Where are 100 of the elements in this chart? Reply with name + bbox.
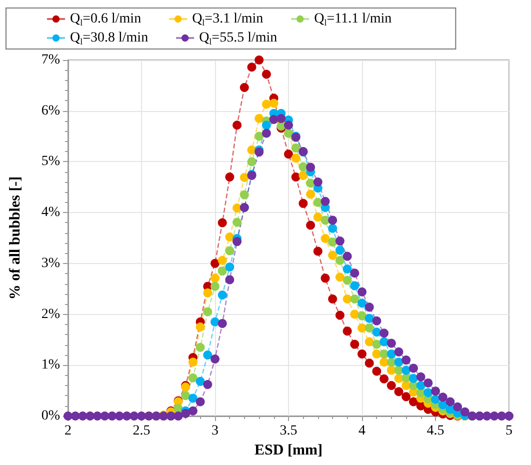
- point: [386, 380, 396, 390]
- point: [364, 314, 374, 323]
- point: [254, 132, 264, 141]
- point: [350, 294, 360, 304]
- point: [196, 342, 205, 352]
- point: [232, 120, 242, 130]
- point: [254, 56, 264, 64]
- point: [225, 262, 234, 272]
- x-tick-label: 4.5: [426, 424, 444, 438]
- point: [188, 358, 198, 367]
- point: [240, 82, 249, 92]
- y-tick-label: 7%: [41, 52, 60, 68]
- point: [394, 387, 404, 396]
- point: [247, 157, 256, 166]
- x-tick-label: 2: [64, 424, 72, 438]
- point: [240, 190, 249, 200]
- point: [394, 358, 404, 367]
- point: [203, 307, 212, 316]
- point: [225, 172, 234, 182]
- point: [364, 337, 374, 346]
- y-tick-label: 3%: [41, 256, 60, 271]
- point: [408, 397, 418, 406]
- point: [291, 172, 300, 182]
- point: [225, 246, 234, 256]
- point: [298, 170, 308, 180]
- point: [196, 376, 205, 386]
- y-tick-label: 1%: [41, 358, 60, 373]
- point: [306, 190, 316, 199]
- point: [358, 349, 366, 358]
- point: [313, 246, 322, 256]
- point: [386, 349, 396, 358]
- point: [269, 98, 278, 108]
- point: [203, 288, 212, 298]
- point: [225, 232, 234, 242]
- x-tick-label: 5: [506, 424, 512, 438]
- point: [350, 340, 360, 349]
- point: [350, 281, 360, 290]
- y-tick-label: 2%: [41, 306, 60, 322]
- point: [350, 310, 360, 319]
- point: [232, 218, 242, 227]
- point: [313, 212, 322, 222]
- point: [218, 218, 227, 228]
- point: [372, 340, 382, 349]
- x-tick-label: 3: [212, 424, 218, 438]
- point: [380, 349, 389, 358]
- point: [284, 150, 293, 159]
- point: [210, 274, 220, 283]
- point: [364, 358, 374, 368]
- point: [188, 394, 198, 403]
- point: [342, 326, 352, 336]
- point: [210, 258, 220, 268]
- point: [232, 203, 242, 212]
- point: [240, 172, 249, 182]
- point: [364, 324, 374, 333]
- point: [358, 311, 366, 320]
- point: [358, 324, 366, 333]
- point: [247, 62, 256, 72]
- point: [262, 120, 271, 130]
- point: [203, 350, 212, 360]
- point: [291, 154, 300, 163]
- point: [181, 391, 190, 400]
- y-axis-title: % of all bubbles [-]: [8, 176, 24, 300]
- point: [291, 143, 300, 152]
- point: [380, 374, 389, 384]
- point: [402, 392, 411, 402]
- point: [218, 290, 227, 300]
- point: [210, 317, 220, 326]
- point: [254, 114, 264, 123]
- point: [335, 272, 344, 282]
- point: [424, 388, 433, 398]
- x-tick-label: 4: [358, 424, 366, 438]
- point: [402, 366, 411, 375]
- y-tick-label: 6%: [41, 103, 60, 118]
- point: [408, 374, 418, 383]
- point: [313, 198, 322, 207]
- point: [328, 250, 338, 260]
- point: [306, 178, 316, 188]
- y-tick-label: 4%: [41, 205, 60, 220]
- point: [328, 224, 338, 233]
- point: [342, 276, 352, 285]
- point: [380, 337, 389, 346]
- point: [218, 266, 227, 276]
- point: [342, 264, 352, 274]
- point: [358, 298, 366, 308]
- point: [262, 100, 271, 109]
- point: [335, 246, 344, 255]
- x-tick-label: 2.5: [132, 424, 150, 438]
- point: [298, 198, 308, 208]
- point: [372, 349, 382, 358]
- point: [416, 380, 426, 390]
- point: [328, 294, 338, 304]
- point: [218, 256, 227, 265]
- x-tick-label: 3.5: [280, 424, 298, 438]
- point: [372, 366, 382, 376]
- y-tick-label: 0%: [41, 408, 60, 424]
- point: [262, 70, 271, 79]
- y-tick-label: 5%: [41, 154, 60, 170]
- x-axis-title: ESD [mm]: [254, 442, 322, 458]
- point: [335, 310, 344, 320]
- point: [196, 322, 205, 332]
